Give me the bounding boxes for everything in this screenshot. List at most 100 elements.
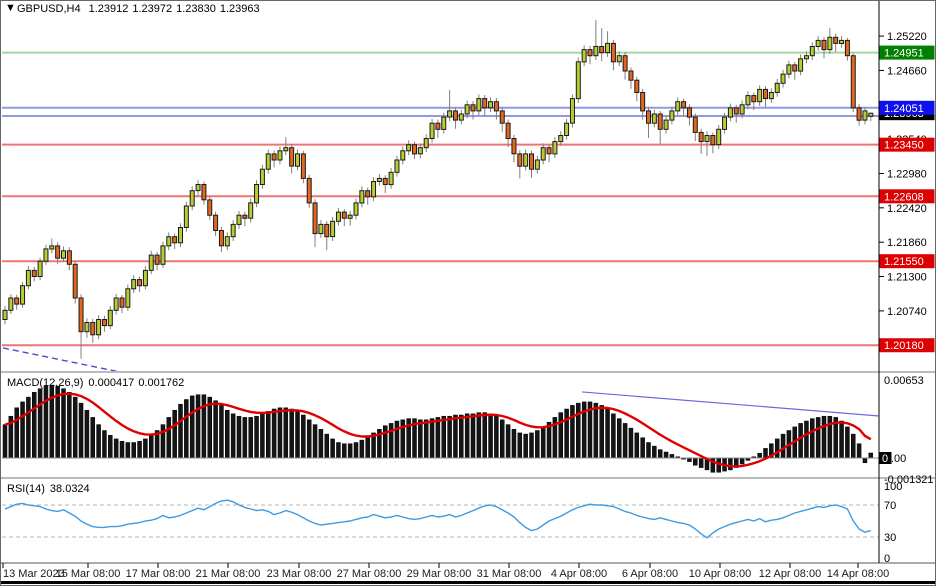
macd-bar — [108, 435, 113, 459]
candle-body — [505, 122, 511, 139]
macd-descending-trendline[interactable] — [582, 391, 892, 417]
candle-body — [137, 279, 143, 287]
candle-body — [412, 144, 417, 155]
macd-bar — [90, 417, 95, 459]
main-price-panel[interactable]: GBPUSD,H4 1.23912 1.23972 1.23830 1.23963 ▼ — [2, 2, 879, 390]
macd-bar — [500, 419, 505, 459]
macd-current-value: 0.000417 — [88, 377, 134, 389]
candle-body — [213, 214, 219, 231]
trendline[interactable] — [582, 391, 892, 417]
candle-body — [335, 211, 341, 222]
macd-bar — [476, 412, 482, 459]
candle-body — [587, 49, 593, 57]
candle-body — [271, 153, 277, 161]
candle-body — [20, 285, 26, 305]
candle-body — [815, 39, 821, 48]
macd-bar — [763, 448, 768, 459]
candle-body — [839, 39, 845, 45]
macd-bar — [67, 392, 72, 459]
candle-body — [230, 223, 236, 238]
candle-body — [72, 263, 78, 299]
candle-body — [347, 214, 353, 219]
macd-bar — [564, 408, 569, 459]
main-descending-trendline[interactable] — [2, 347, 208, 390]
macd-label: MACD(12,26,9) 0.000417 0.001762 — [7, 377, 184, 389]
candle-body — [178, 227, 183, 244]
time-label: 4 Apr 08:00 — [551, 568, 607, 580]
svg-text:1.22608: 1.22608 — [884, 191, 924, 203]
candle-body — [605, 42, 611, 54]
macd-bar — [32, 392, 37, 459]
candle-body — [622, 55, 628, 72]
macd-bar — [143, 438, 148, 459]
macd-bar — [845, 426, 850, 459]
candle-body — [14, 297, 20, 305]
macd-bar — [798, 423, 803, 459]
candle-body — [821, 39, 827, 51]
candle-body — [125, 288, 131, 308]
candle-body — [663, 119, 669, 130]
macd-bar — [283, 407, 289, 459]
macd-bar — [102, 430, 107, 459]
macd-bar — [225, 409, 230, 459]
candle-body — [628, 70, 634, 81]
rsi-panel[interactable]: RSI(14) 38.0324 — [2, 483, 879, 539]
candle-body — [552, 141, 558, 155]
macd-bar — [535, 430, 540, 459]
rsi-label: RSI(14) 38.0324 — [7, 483, 90, 495]
candle-body — [429, 122, 435, 139]
candle-body — [476, 98, 482, 112]
candle-body — [739, 104, 745, 115]
candle-body — [96, 319, 102, 336]
macd-bar — [570, 405, 575, 459]
horizontal-level-lines[interactable] — [2, 51, 879, 347]
time-label: 12 Apr 08:00 — [759, 568, 821, 580]
macd-panel[interactable]: MACD(12,26,9) 0.000417 0.001762 — [2, 377, 892, 473]
time-label: 14 Apr 08:00 — [827, 568, 889, 580]
macd-bar — [318, 429, 324, 459]
candle-body — [417, 147, 423, 155]
level-price-badge: 1.24951 — [879, 45, 935, 60]
candle-body — [289, 147, 295, 167]
candle-body — [657, 113, 663, 130]
candle-body — [189, 190, 195, 207]
macd-bar — [435, 417, 441, 459]
candle-body — [488, 101, 494, 109]
candle-body — [142, 269, 148, 287]
candle-body — [8, 297, 14, 311]
price-axis[interactable]: 1.252201.246601.235401.229801.224201.218… — [878, 0, 935, 565]
candle-body — [113, 297, 119, 311]
candle-body — [610, 42, 616, 63]
macd-bar — [698, 457, 704, 468]
macd-bar — [301, 414, 306, 459]
candle-body — [49, 245, 55, 250]
macd-bar — [119, 441, 125, 459]
macd-bar — [37, 388, 43, 459]
macd-bar — [523, 433, 528, 459]
macd-bar — [271, 408, 277, 459]
trendline[interactable] — [2, 347, 208, 390]
macd-bar — [78, 402, 84, 459]
macd-bar — [605, 408, 610, 459]
macd-bar — [640, 437, 645, 459]
candle-body — [195, 184, 201, 192]
macd-bar — [359, 439, 365, 459]
candle-body — [382, 177, 388, 185]
macd-histogram — [2, 384, 874, 473]
rsi-axis-label: 30 — [884, 532, 896, 544]
macd-bar — [137, 441, 142, 459]
macd-bar — [20, 401, 25, 459]
candle-body — [540, 147, 546, 161]
candle-body — [277, 150, 283, 161]
candle-body — [529, 153, 534, 170]
dropdown-arrow-icon[interactable]: ▼ — [5, 2, 16, 14]
macd-bar — [646, 442, 651, 459]
macd-bar — [657, 449, 663, 459]
candle-body — [692, 116, 698, 133]
macd-bar — [312, 424, 318, 459]
macd-bar — [611, 413, 616, 459]
candle-body — [31, 269, 37, 277]
candle-body — [172, 236, 178, 244]
